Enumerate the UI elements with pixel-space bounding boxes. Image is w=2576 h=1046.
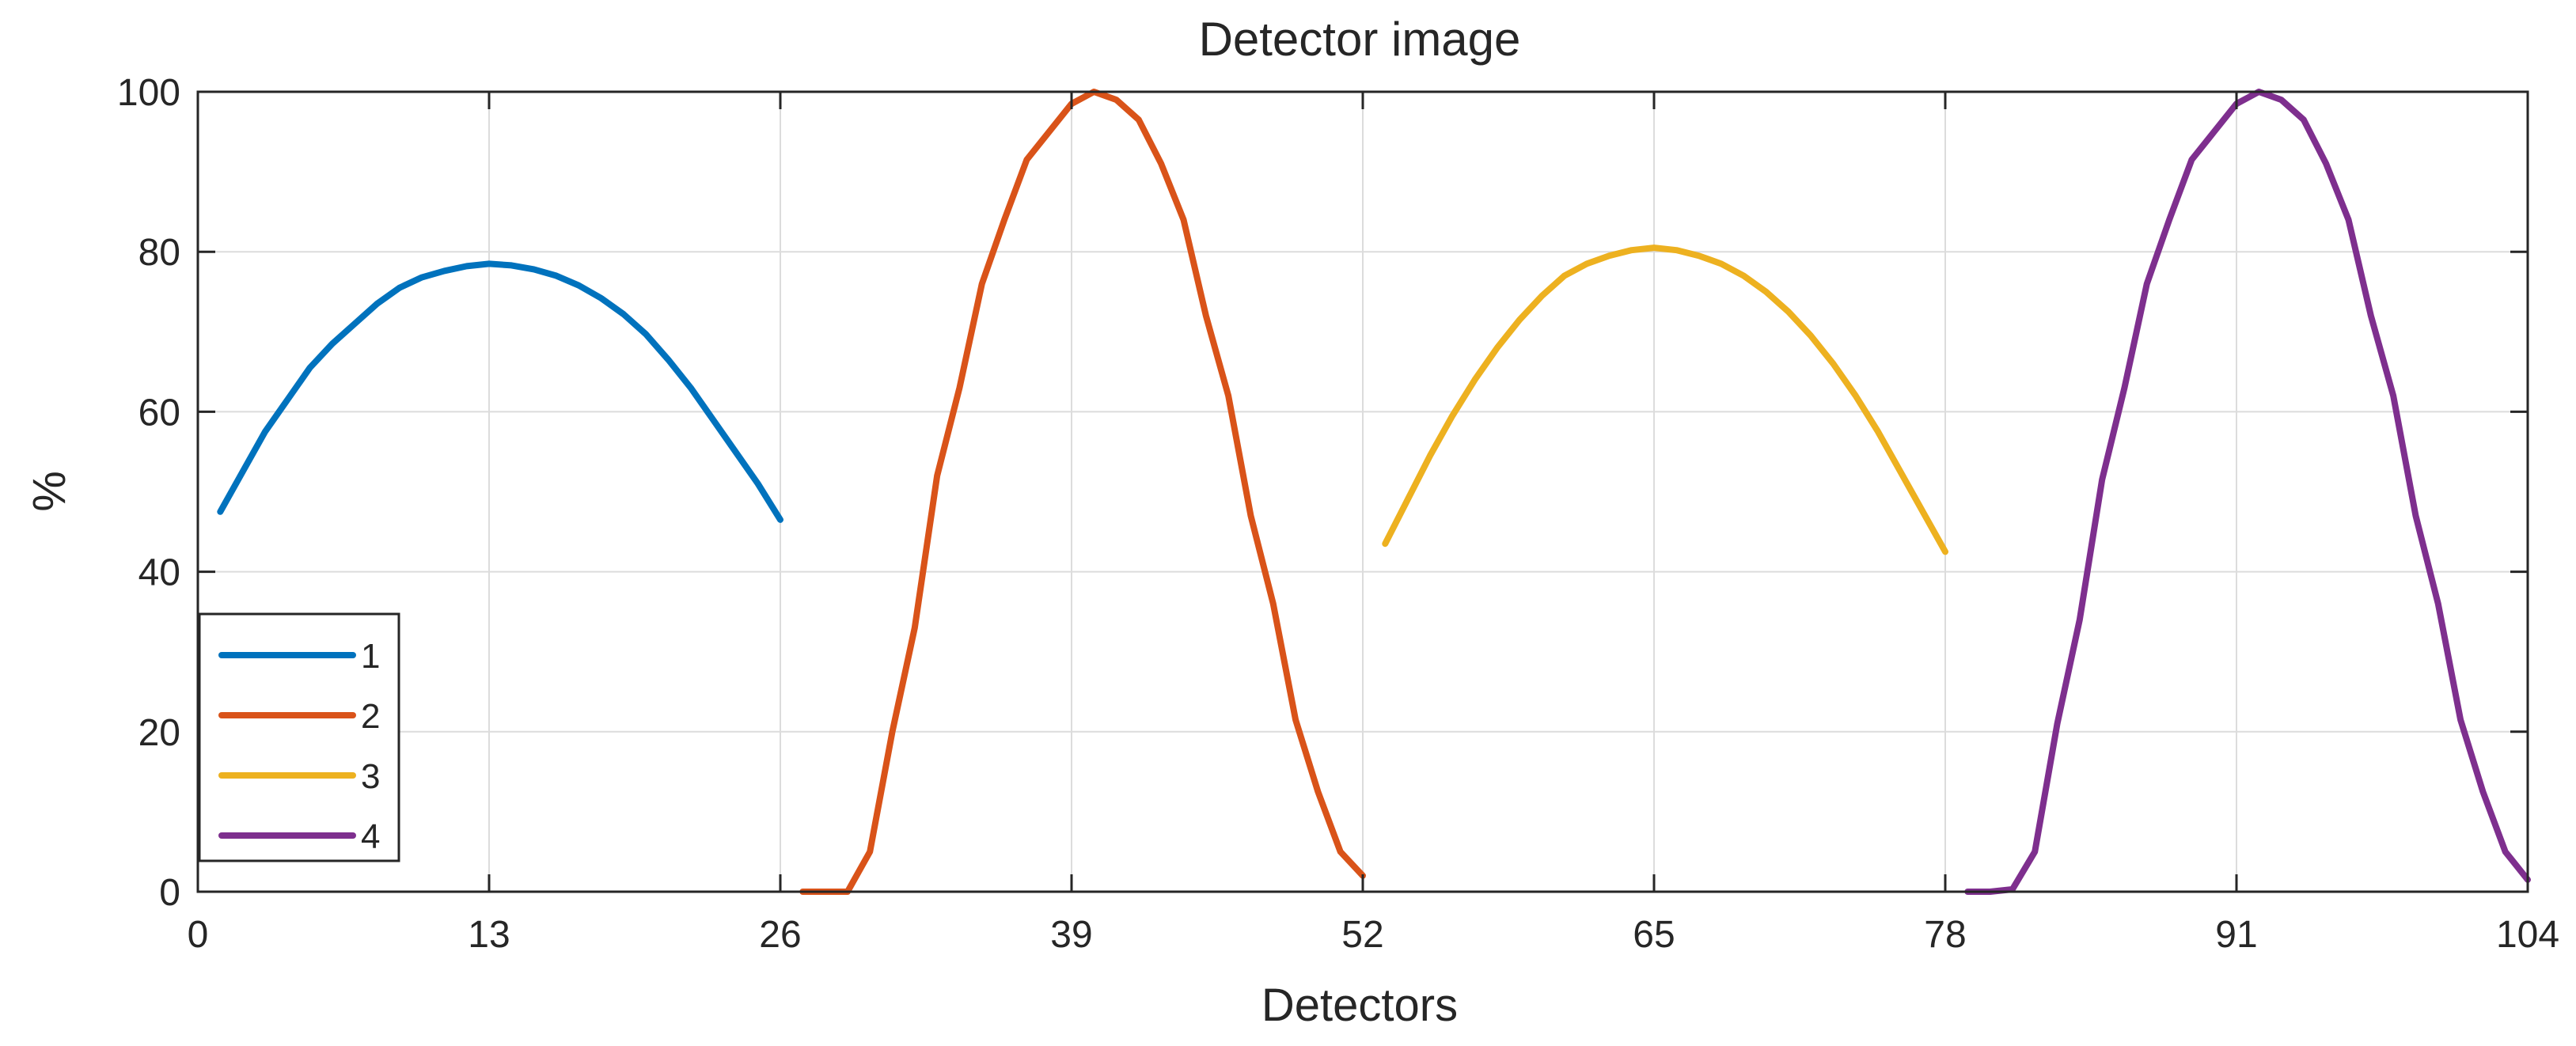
x-tick-label: 26 bbox=[759, 914, 801, 956]
series-line-1 bbox=[217, 260, 783, 523]
legend-label-4: 4 bbox=[361, 817, 380, 856]
x-tick-label: 0 bbox=[188, 914, 209, 956]
legend-label-3: 3 bbox=[361, 757, 380, 796]
x-tick-label: 91 bbox=[2215, 914, 2257, 956]
y-tick-label: 40 bbox=[138, 552, 180, 594]
y-axis-label: % bbox=[24, 471, 75, 512]
series-line-4 bbox=[1964, 89, 2531, 895]
x-tick-label: 65 bbox=[1633, 914, 1675, 956]
y-tick-label: 100 bbox=[117, 72, 180, 114]
y-tick-label: 20 bbox=[138, 712, 180, 754]
legend-label-2: 2 bbox=[361, 697, 380, 736]
series-layer bbox=[217, 89, 2531, 895]
x-tick-label: 13 bbox=[468, 914, 510, 956]
legend: 1 2 3 4 bbox=[198, 612, 400, 862]
y-tick-label: 0 bbox=[159, 872, 180, 914]
x-axis-label: Detectors bbox=[1261, 980, 1458, 1031]
y-tick-label: 80 bbox=[138, 232, 180, 274]
y-tick-label: 60 bbox=[138, 392, 180, 434]
x-tick-label: 78 bbox=[1924, 914, 1966, 956]
series-line-2 bbox=[799, 89, 1366, 895]
x-tick-label: 104 bbox=[2496, 914, 2559, 956]
chart-title: Detector image bbox=[1199, 13, 1521, 66]
series-line-3 bbox=[1382, 244, 1948, 555]
x-tick-label: 39 bbox=[1050, 914, 1092, 956]
legend-label-1: 1 bbox=[361, 637, 380, 676]
grid-lines bbox=[198, 92, 2528, 892]
x-tick-label: 52 bbox=[1341, 914, 1383, 956]
